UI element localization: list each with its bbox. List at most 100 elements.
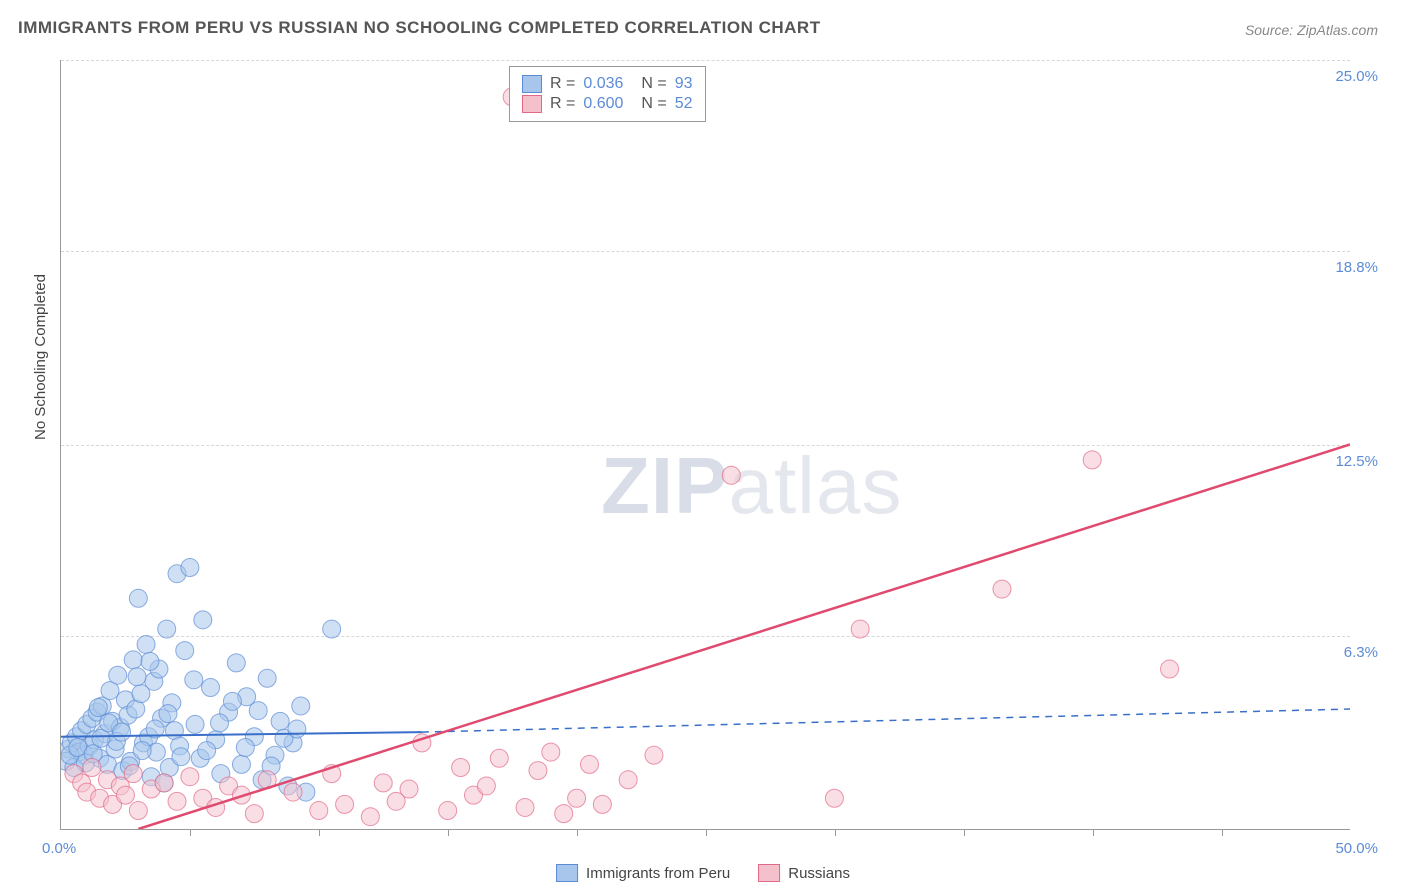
data-point bbox=[129, 589, 147, 607]
data-point bbox=[1161, 660, 1179, 678]
data-point bbox=[176, 642, 194, 660]
x-tick bbox=[319, 829, 320, 836]
data-point bbox=[851, 620, 869, 638]
x-tick-start: 0.0% bbox=[42, 840, 76, 857]
n-label: N = bbox=[641, 95, 666, 113]
data-point bbox=[993, 580, 1011, 598]
x-tick bbox=[190, 829, 191, 836]
data-point bbox=[310, 802, 328, 820]
r-label: R = bbox=[550, 95, 575, 113]
data-point bbox=[619, 771, 637, 789]
data-point bbox=[593, 795, 611, 813]
data-point bbox=[109, 666, 127, 684]
x-tick bbox=[577, 829, 578, 836]
data-point bbox=[232, 755, 250, 773]
y-axis-label: No Schooling Completed bbox=[32, 274, 49, 440]
legend-swatch bbox=[758, 864, 780, 882]
stats-legend: R = 0.036 N = 93 R = 0.600 N = 52 bbox=[509, 66, 706, 122]
n-label: N = bbox=[641, 75, 666, 93]
data-point bbox=[529, 762, 547, 780]
data-point bbox=[172, 748, 190, 766]
data-point bbox=[580, 755, 598, 773]
data-point bbox=[323, 620, 341, 638]
data-point bbox=[400, 780, 418, 798]
data-point bbox=[124, 765, 142, 783]
data-point bbox=[181, 559, 199, 577]
data-point bbox=[198, 742, 216, 760]
legend-label: Immigrants from Peru bbox=[586, 865, 730, 882]
data-point bbox=[83, 758, 101, 776]
data-point bbox=[361, 808, 379, 826]
plot-area: ZIPatlas R = 0.036 N = 93 R = 0.600 N = … bbox=[60, 60, 1350, 830]
x-tick bbox=[964, 829, 965, 836]
data-point bbox=[542, 743, 560, 761]
legend-item: Immigrants from Peru bbox=[556, 864, 730, 882]
r-value-peru: 0.036 bbox=[583, 75, 623, 93]
chart-svg bbox=[61, 60, 1350, 829]
stats-row-russians: R = 0.600 N = 52 bbox=[522, 95, 693, 113]
data-point bbox=[825, 789, 843, 807]
n-value-russians: 52 bbox=[675, 95, 693, 113]
data-point bbox=[137, 635, 155, 653]
data-point bbox=[555, 805, 573, 823]
data-point bbox=[181, 768, 199, 786]
legend-label: Russians bbox=[788, 865, 850, 882]
n-value-peru: 93 bbox=[675, 75, 693, 93]
data-point bbox=[185, 671, 203, 689]
data-point bbox=[211, 714, 229, 732]
x-tick bbox=[706, 829, 707, 836]
data-point bbox=[141, 652, 159, 670]
data-point bbox=[129, 802, 147, 820]
data-point bbox=[336, 795, 354, 813]
legend-item: Russians bbox=[758, 864, 850, 882]
data-point bbox=[158, 620, 176, 638]
data-point bbox=[288, 720, 306, 738]
r-label: R = bbox=[550, 75, 575, 93]
data-point bbox=[645, 746, 663, 764]
source-attribution: Source: ZipAtlas.com bbox=[1245, 22, 1378, 38]
data-point bbox=[194, 611, 212, 629]
legend-swatch bbox=[556, 864, 578, 882]
data-point bbox=[249, 702, 267, 720]
data-point bbox=[236, 738, 254, 756]
data-point bbox=[186, 715, 204, 733]
data-point bbox=[477, 777, 495, 795]
data-point bbox=[124, 651, 142, 669]
data-point bbox=[292, 697, 310, 715]
swatch-peru bbox=[522, 75, 542, 93]
data-point bbox=[155, 774, 173, 792]
data-point bbox=[133, 742, 151, 760]
data-point bbox=[568, 789, 586, 807]
data-point bbox=[128, 668, 146, 686]
data-point bbox=[89, 699, 107, 717]
data-point bbox=[168, 792, 186, 810]
data-point bbox=[258, 669, 276, 687]
data-point bbox=[516, 798, 534, 816]
data-point bbox=[116, 786, 134, 804]
bottom-legend: Immigrants from Peru Russians bbox=[556, 864, 850, 882]
data-point bbox=[227, 654, 245, 672]
x-tick-end: 50.0% bbox=[1335, 840, 1378, 857]
data-point bbox=[439, 802, 457, 820]
data-point bbox=[722, 466, 740, 484]
data-point bbox=[1083, 451, 1101, 469]
data-point bbox=[245, 805, 263, 823]
data-point bbox=[159, 705, 177, 723]
chart-title: IMMIGRANTS FROM PERU VS RUSSIAN NO SCHOO… bbox=[18, 18, 821, 38]
data-point bbox=[113, 723, 131, 741]
data-point bbox=[374, 774, 392, 792]
r-value-russians: 0.600 bbox=[583, 95, 623, 113]
data-point bbox=[490, 749, 508, 767]
data-point bbox=[202, 679, 220, 697]
stats-row-peru: R = 0.036 N = 93 bbox=[522, 75, 693, 93]
data-point bbox=[452, 758, 470, 776]
swatch-russians bbox=[522, 95, 542, 113]
trend-line-dashed bbox=[422, 709, 1350, 732]
x-tick bbox=[835, 829, 836, 836]
trend-line bbox=[138, 445, 1350, 830]
data-point bbox=[284, 783, 302, 801]
x-tick bbox=[1222, 829, 1223, 836]
data-point bbox=[223, 692, 241, 710]
data-point bbox=[271, 712, 289, 730]
x-tick bbox=[1093, 829, 1094, 836]
